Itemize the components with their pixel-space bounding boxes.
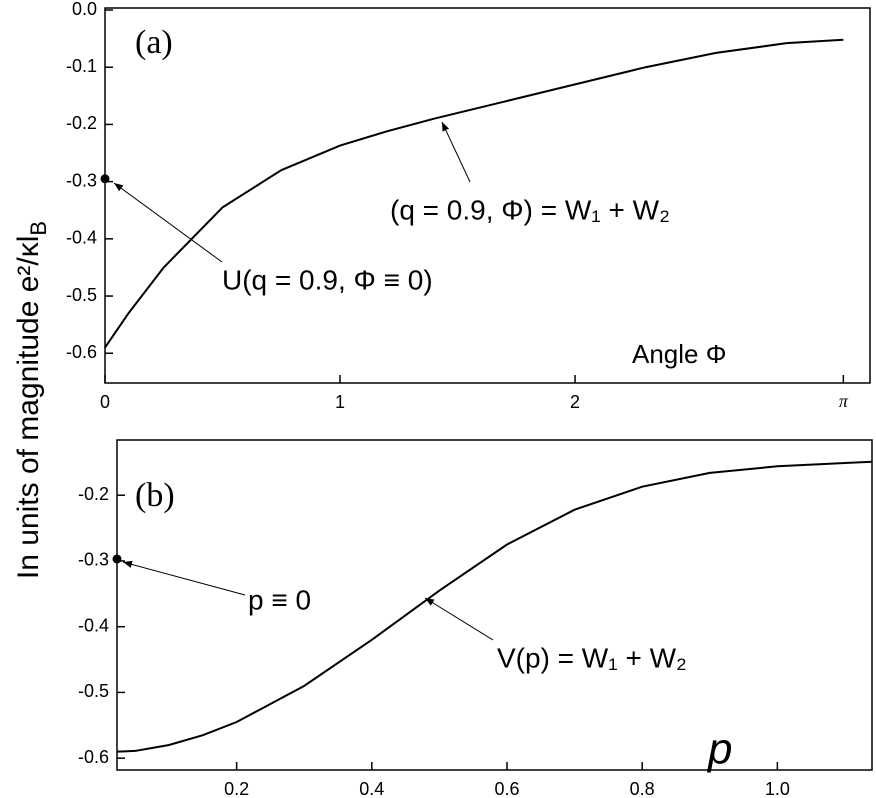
x-tick-label: 0.6 (494, 779, 519, 798)
y-tick-label: -0.4 (78, 615, 109, 635)
annotation: p (706, 725, 732, 774)
y-tick-label: -0.3 (66, 170, 97, 190)
x-tick-label: π (839, 391, 849, 411)
x-tick-label: 0.4 (359, 779, 384, 798)
y-tick-label: 0.0 (72, 0, 97, 19)
x-tick-label: 0 (100, 392, 110, 412)
y-axis-label: In units of magnitude e²/κlB (12, 221, 51, 579)
point-marker (112, 554, 122, 564)
annotation: Angle Φ (632, 339, 726, 369)
y-axis-label-subscript: B (26, 221, 51, 236)
line-series (116, 460, 873, 753)
plot-frame (116, 439, 873, 771)
x-tick-label: 0.2 (224, 779, 249, 798)
x-tick-label: 1.0 (765, 779, 790, 798)
y-tick-label: -0.6 (66, 342, 97, 362)
y-tick-label: -0.3 (78, 550, 109, 570)
annotation: U(q = 0.9, Φ ≡ 0) (222, 264, 433, 295)
annotation: (b) (135, 477, 175, 514)
y-tick-label: -0.5 (66, 285, 97, 305)
plot-frame (104, 7, 871, 384)
y-tick-label: -0.2 (66, 113, 97, 133)
y-tick-label: -0.6 (78, 747, 109, 767)
annotation-arrow (113, 182, 223, 263)
y-axis-label-text: In units of magnitude e²/κl (12, 236, 45, 580)
x-tick-label: 0.8 (630, 779, 655, 798)
annotation-arrow (424, 597, 494, 641)
annotation: p ≡ 0 (248, 584, 311, 615)
y-tick-label: -0.1 (66, 56, 97, 76)
x-tick-label: 2 (570, 392, 580, 412)
annotation: V(p) = W₁ + W₂ (497, 642, 687, 673)
annotation-arrow (441, 121, 471, 183)
line-series (104, 38, 844, 349)
point-marker (100, 174, 110, 184)
annotation-arrow (122, 560, 246, 596)
y-tick-label: -0.5 (78, 681, 109, 701)
annotation: (q = 0.9, Φ) = W₁ + W₂ (390, 194, 670, 225)
y-tick-label: -0.2 (78, 484, 109, 504)
annotation: (a) (135, 24, 173, 61)
x-tick-label: 1 (335, 392, 345, 412)
y-tick-label: -0.4 (66, 228, 97, 248)
